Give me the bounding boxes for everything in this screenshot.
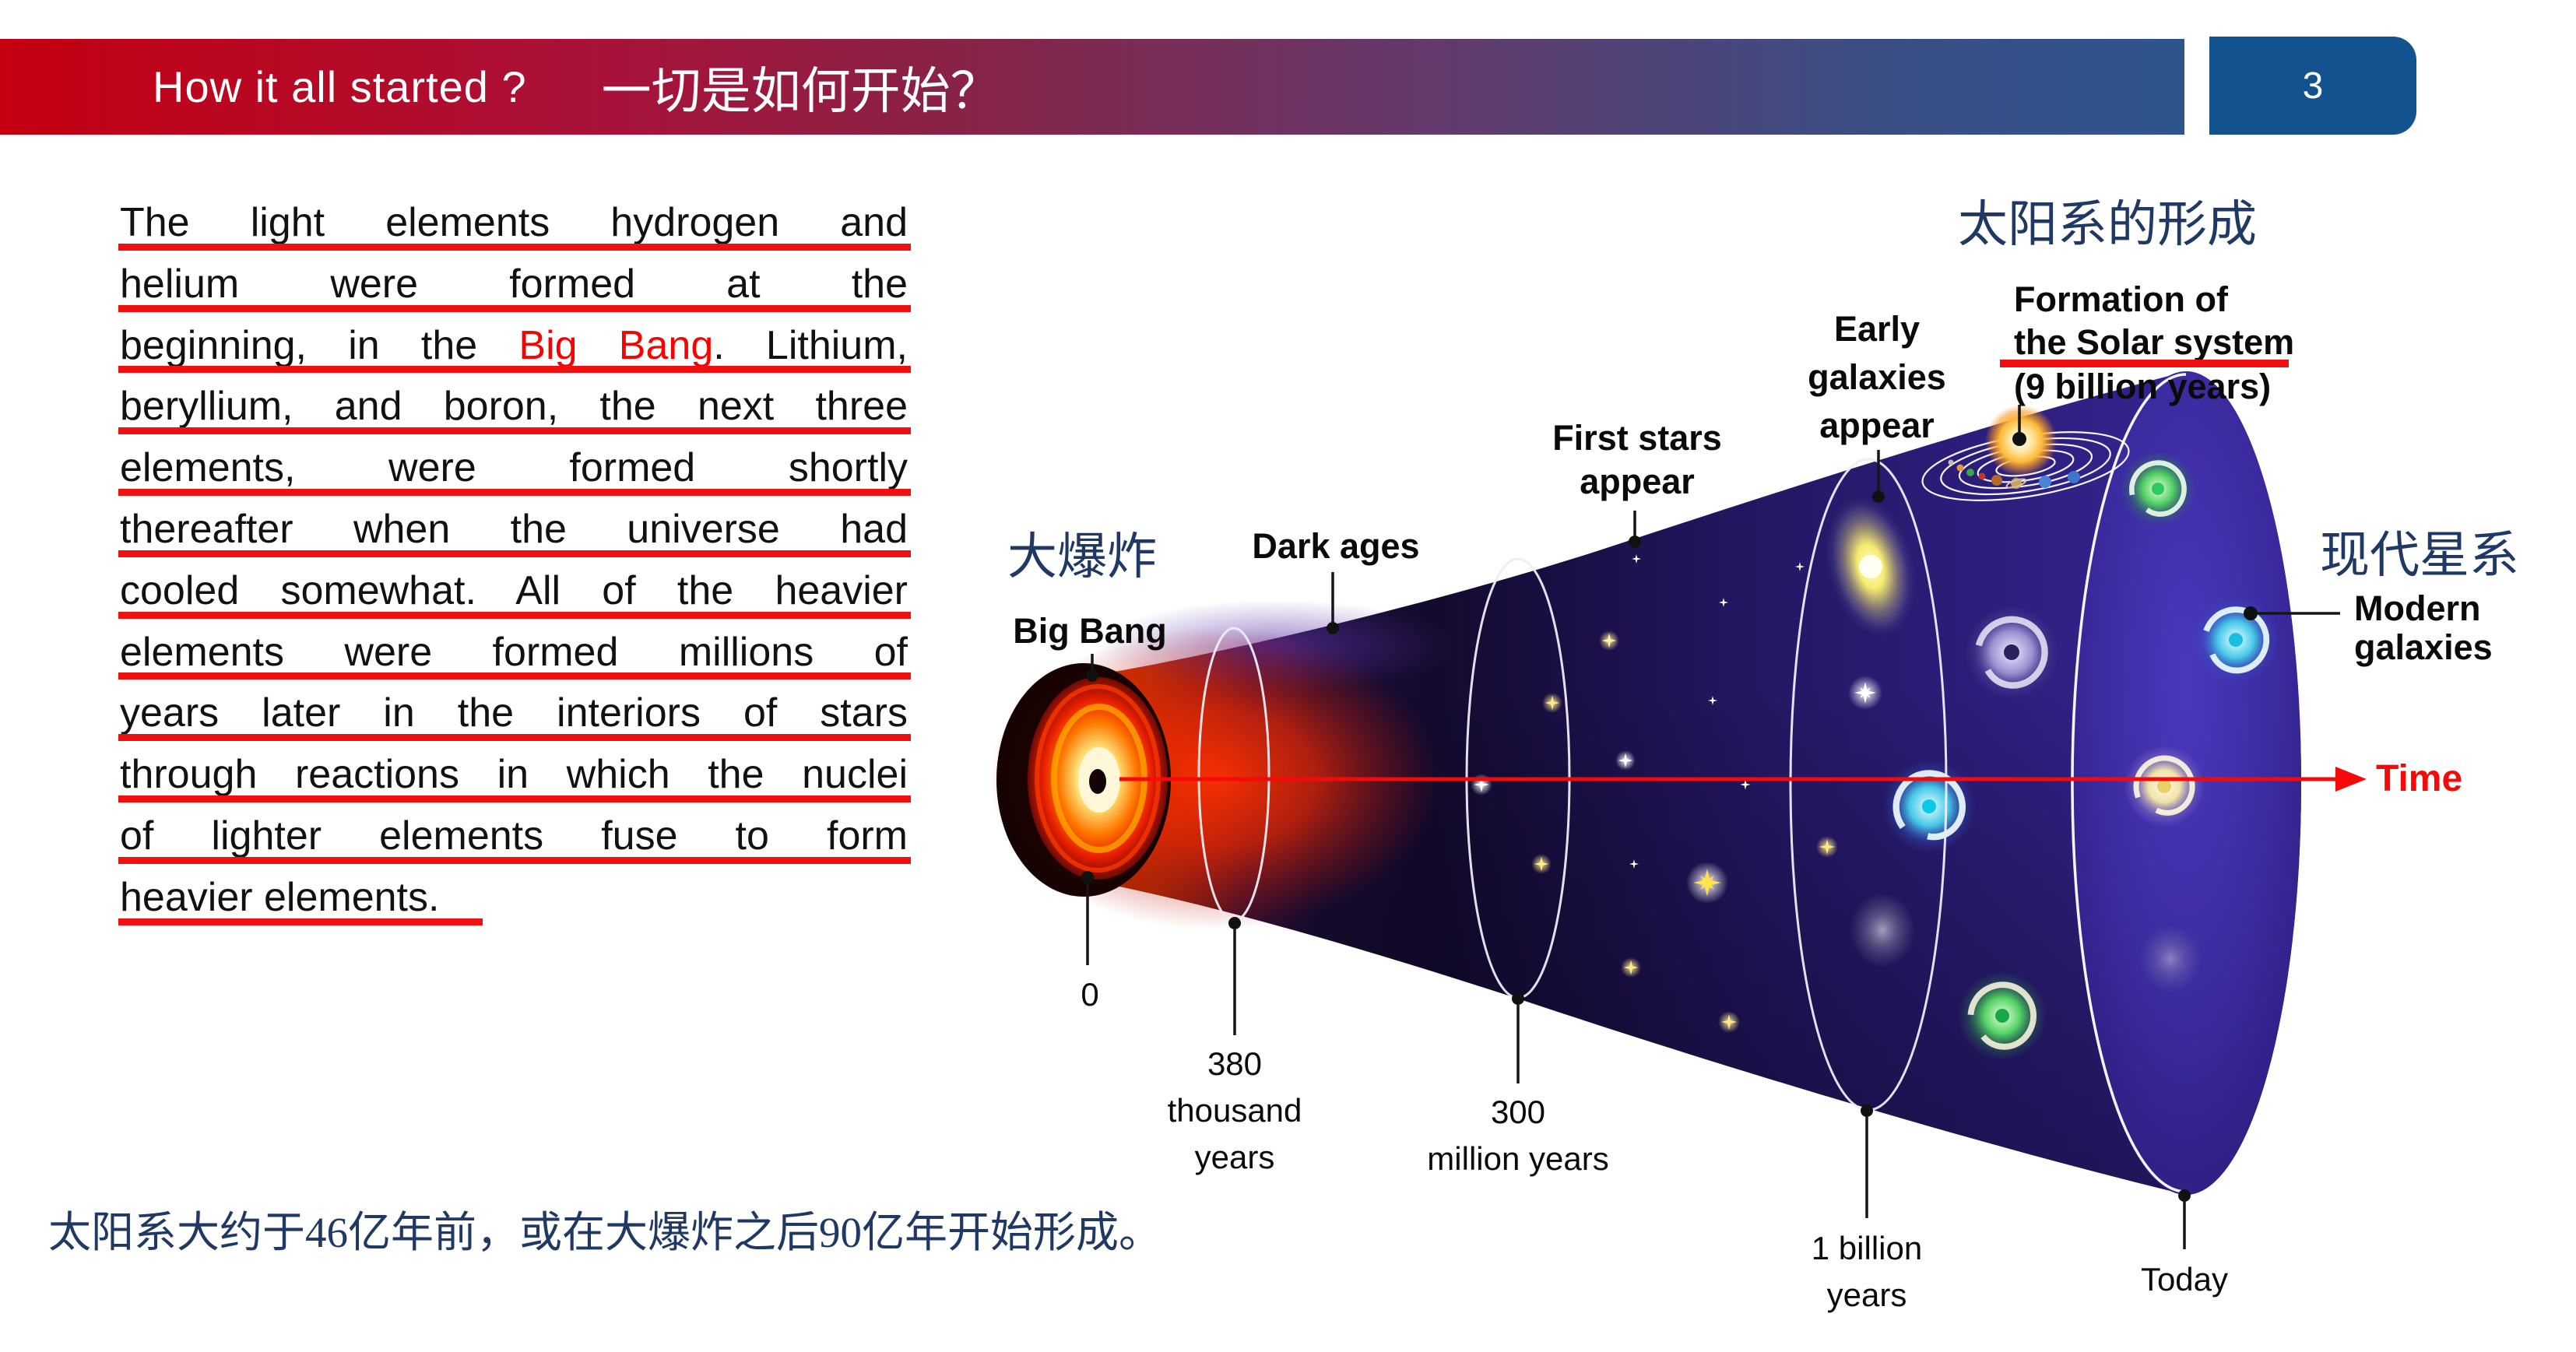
first-stars-label: First stars: [1552, 418, 1722, 458]
big-bang-label: Big Bang: [1013, 611, 1167, 651]
paragraph-line: of lighter elements fuse to form: [118, 806, 911, 867]
solar-system-icon: [1921, 405, 2130, 501]
slide-title-chinese: 一切是如何开始？: [601, 63, 1000, 119]
paragraph-line: elements were formed millions of: [118, 622, 911, 683]
time-label: Time: [2376, 758, 2462, 799]
first-stars: [1471, 553, 1882, 1033]
slide-title-english: How it all started ?: [153, 62, 527, 111]
solar-system-label-zh: 太阳系的形成: [1958, 197, 2257, 252]
tick-380k: years: [1195, 1139, 1275, 1175]
formation-label: (9 billion years): [2014, 367, 2271, 406]
galaxy-icon-face-cream: [2114, 736, 2213, 835]
paragraph-line: elements, were formed shortly: [118, 437, 911, 499]
expansion-cone: [989, 371, 2367, 1195]
modern-galaxies-label: Modern: [2354, 588, 2481, 628]
paragraph: The light elements hydrogen and helium we…: [118, 192, 911, 929]
tick-1b: 1 billion: [1812, 1230, 1922, 1266]
galaxy-icon-green: [1951, 964, 2054, 1067]
tick-today: Today: [2141, 1261, 2228, 1298]
tick-1b: years: [1827, 1276, 1907, 1313]
early-galaxies-label: Early: [1834, 309, 1920, 349]
paragraph-line: thereafter when the universe had: [118, 499, 911, 560]
tick-0: 0: [1081, 976, 1098, 1013]
formation-label: the Solar system: [2014, 322, 2294, 362]
galaxy-icon-faint: [1850, 893, 1915, 967]
time-axis: [1119, 767, 2367, 792]
first-stars-label: appear: [1580, 462, 1695, 501]
paragraph-line: beginning, in the Big Bang. Lithium,: [118, 315, 911, 377]
early-galaxies-label: galaxies: [1808, 357, 1946, 397]
formation-label: Formation of: [2014, 279, 2229, 319]
big-bang-label-zh: 大爆炸: [1007, 529, 1157, 585]
galaxy-icon-face-blue: [2178, 582, 2294, 698]
tick-380k: thousand: [1168, 1092, 1302, 1129]
paragraph-line: helium were formed at the: [118, 254, 911, 315]
dark-ages-label: Dark ages: [1252, 526, 1419, 566]
galaxy-icon-cyan: [1865, 743, 1993, 870]
slide-title-bar: How it all started ? 一切是如何开始？: [0, 39, 2184, 135]
tick-380k: 380: [1207, 1045, 1262, 1082]
formation-underline: [2000, 360, 2289, 367]
paragraph-line: through reactions in which the nuclei: [118, 744, 911, 806]
page-number: 3: [2302, 65, 2324, 107]
paragraph-line: beryllium, and boron, the next three: [118, 376, 911, 437]
tick-300m: million years: [1427, 1140, 1608, 1177]
galaxy-icon-face-green: [2117, 448, 2198, 529]
cone-face-rim: [2071, 373, 2187, 1193]
galaxy-icon-purple: [1952, 592, 2072, 712]
big-bang-highlight: Big Bang: [518, 322, 714, 368]
early-galaxy-icon: [1826, 496, 1916, 637]
galaxy-icon-face-dim: [2139, 925, 2202, 993]
time-arrowhead-icon: [2335, 767, 2367, 792]
callouts: [1081, 405, 2340, 1249]
early-galaxies-label: appear: [1819, 406, 1935, 445]
modern-galaxies-label-zh: 现代星系: [2320, 528, 2519, 583]
modern-galaxies-label: galaxies: [2354, 627, 2493, 667]
paragraph-line: heavier elements.: [118, 867, 908, 929]
tick-300m: 300: [1491, 1094, 1545, 1130]
paragraph-line: years later in the interiors of stars: [118, 683, 911, 744]
paragraph-line: The light elements hydrogen and: [118, 192, 911, 254]
paragraph-line: cooled somewhat. All of the heavier: [118, 560, 911, 622]
page-number-box: 3: [2209, 37, 2416, 135]
footer-caption: 太阳系大约于46亿年前，或在大爆炸之后90亿年开始形成。: [48, 1209, 1162, 1256]
